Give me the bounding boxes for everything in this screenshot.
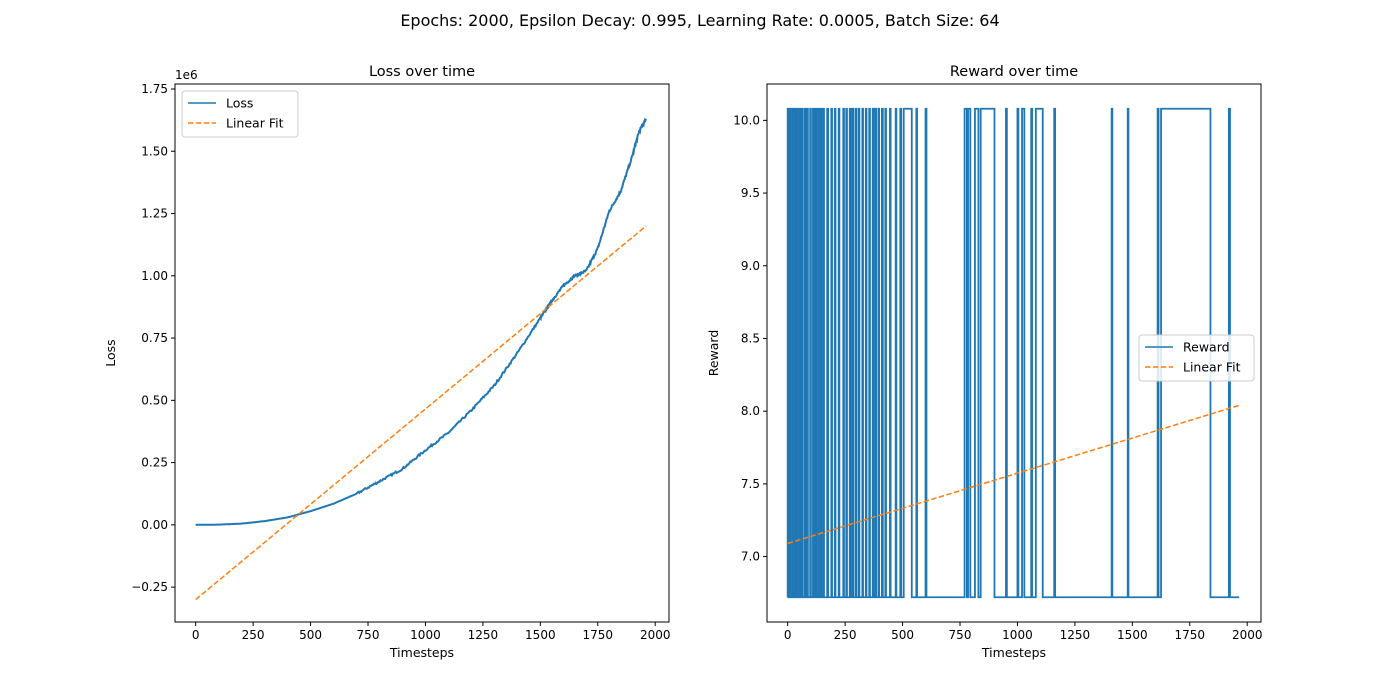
loss-y-offset-text: 1e6: [175, 68, 198, 82]
reward-y-tick-label: 7.0: [741, 550, 760, 564]
loss-legend-label: Linear Fit: [226, 116, 284, 131]
loss-chart-title: Loss over time: [369, 64, 475, 80]
reward-y-tick-label: 7.5: [741, 477, 760, 491]
loss-x-tick-label: 1250: [468, 628, 499, 642]
reward-series-reward: [786, 107, 1240, 599]
reward-x-tick-label: 0: [784, 628, 792, 642]
loss-legend: Loss Linear Fit: [181, 90, 299, 138]
reward-axes-frame: [766, 83, 1262, 623]
loss-y-tick-label: 0.00: [141, 518, 168, 532]
reward-y-axis-label: Reward: [706, 330, 721, 377]
loss-x-tick-label: 1500: [525, 628, 556, 642]
loss-chart: 0 250 500 750 1000 1250 1500 1750 2000 −0.25 0.00 0…: [103, 64, 670, 660]
reward-x-tick-label: 2000: [1232, 628, 1263, 642]
reward-chart-title: Reward over time: [950, 64, 1078, 80]
reward-legend-label: Linear Fit: [1183, 360, 1241, 375]
loss-y-tick-label: −0.25: [131, 580, 168, 594]
reward-chart: 0 250 500 750 1000 1250 1500 1750 2000 7.0 7.5 8.0 8…: [706, 64, 1262, 660]
loss-y-tick-label: 1.50: [141, 144, 168, 158]
loss-x-tick-label: 1750: [582, 628, 613, 642]
loss-series-loss: [195, 117, 647, 526]
loss-y-tick-label: 1.00: [141, 269, 168, 283]
loss-series-linear-fit: [195, 225, 647, 601]
reward-x-tick-label: 1250: [1060, 628, 1091, 642]
reward-y-tick-label: 8.5: [741, 331, 760, 345]
reward-legend: Reward Linear Fit: [1138, 334, 1255, 382]
loss-x-axis-label: Timesteps: [389, 645, 454, 660]
loss-y-tick-label: 0.50: [141, 393, 168, 407]
loss-x-tick-label: 500: [299, 628, 322, 642]
reward-x-tick-label: 500: [891, 628, 914, 642]
reward-y-tick-label: 10.0: [733, 113, 760, 127]
loss-legend-label: Loss: [226, 96, 253, 111]
loss-axes-frame: [174, 83, 670, 623]
reward-x-tick-label: 750: [949, 628, 972, 642]
reward-x-tick-label: 1000: [1002, 628, 1033, 642]
loss-x-tick-label: 1000: [410, 628, 441, 642]
reward-x-tick-label: 250: [834, 628, 857, 642]
loss-y-tick-label: 0.25: [141, 456, 168, 470]
reward-y-tick-label: 9.0: [741, 259, 760, 273]
loss-y-tick-label: 1.75: [141, 82, 168, 96]
loss-x-tick-label: 2000: [640, 628, 671, 642]
loss-y-tick-label: 0.75: [141, 331, 168, 345]
loss-y-tick-label: 1.25: [141, 207, 168, 221]
loss-x-tick-label: 0: [192, 628, 200, 642]
reward-y-tick-label: 9.5: [741, 186, 760, 200]
loss-x-tick-label: 250: [242, 628, 265, 642]
reward-x-axis-label: Timesteps: [981, 645, 1046, 660]
loss-y-axis-label: Loss: [103, 339, 118, 366]
loss-x-tick-label: 750: [357, 628, 380, 642]
reward-x-tick-label: 1750: [1174, 628, 1205, 642]
figure-suptitle: Epochs: 2000, Epsilon Decay: 0.995, Lear…: [400, 11, 1000, 30]
reward-x-tick-label: 1500: [1117, 628, 1148, 642]
reward-legend-label: Reward: [1183, 340, 1230, 355]
reward-y-tick-label: 8.0: [741, 404, 760, 418]
